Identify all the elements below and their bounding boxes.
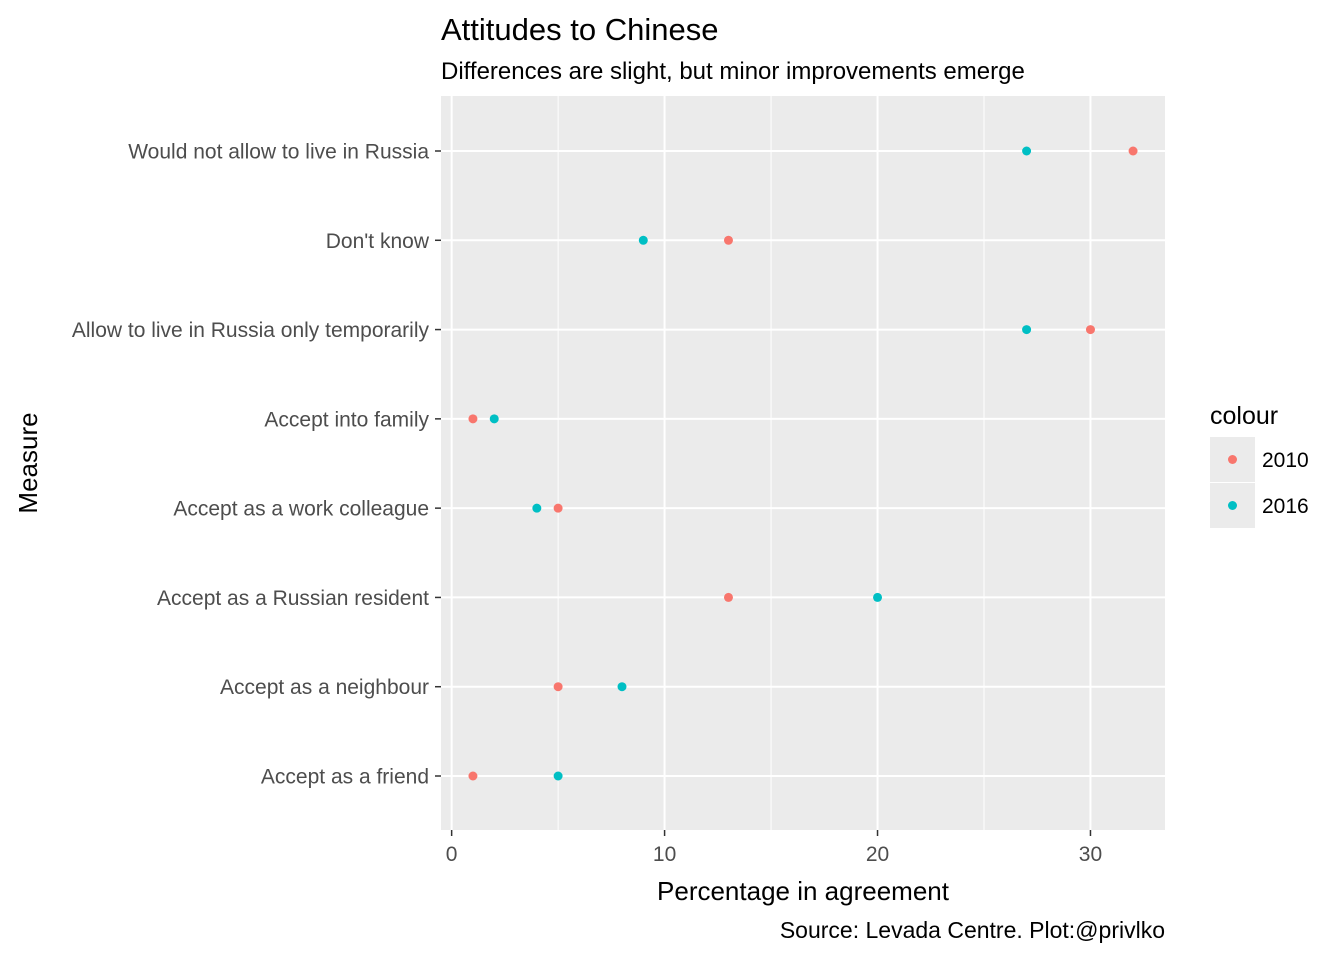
data-points: [468, 146, 1138, 781]
legend: colour 2010 2016: [1210, 402, 1309, 528]
y-tick-label: Accept as a friend: [261, 766, 429, 789]
data-point-2016: [638, 235, 648, 245]
y-axis: Would not allow to live in Russia Don't k…: [72, 141, 441, 789]
y-axis-title: Measure: [13, 412, 43, 513]
data-point-2010: [468, 771, 478, 781]
chart-subtitle: Differences are slight, but minor improv…: [441, 58, 1025, 85]
data-point-2010: [723, 592, 733, 602]
data-point-2016: [1022, 325, 1032, 335]
data-point-2010: [723, 235, 733, 245]
chart-title: Attitudes to Chinese: [441, 12, 718, 47]
y-tick-label: Would not allow to live in Russia: [128, 141, 429, 164]
data-point-2016: [489, 414, 499, 424]
y-tick-label: Accept as a work colleague: [173, 498, 429, 521]
legend-title: colour: [1210, 402, 1278, 430]
legend-label-2010: 2010: [1262, 449, 1309, 472]
data-point-2010: [553, 682, 563, 692]
legend-dot-2016: [1228, 501, 1237, 510]
data-point-2010: [468, 414, 478, 424]
legend-label-2016: 2016: [1262, 495, 1309, 518]
x-tick-label: 20: [866, 843, 889, 866]
data-point-2016: [873, 592, 883, 602]
y-tick-label: Don't know: [326, 230, 430, 253]
data-point-2010: [553, 503, 563, 513]
data-point-2016: [617, 682, 627, 692]
x-axis: 0 10 20 30: [446, 830, 1102, 866]
data-point-2016: [553, 771, 563, 781]
x-tick-label: 10: [653, 843, 676, 866]
x-axis-title: Percentage in agreement: [657, 876, 950, 906]
y-tick-label: Allow to live in Russia only temporarily: [72, 319, 430, 342]
data-point-2016: [1022, 146, 1032, 156]
data-point-2010: [1085, 325, 1095, 335]
data-point-2010: [1128, 146, 1138, 156]
y-tick-label: Accept as a Russian resident: [157, 587, 429, 610]
x-tick-label: 30: [1079, 843, 1102, 866]
y-tick-label: Accept into family: [264, 408, 429, 431]
data-point-2016: [532, 503, 542, 513]
legend-dot-2010: [1228, 455, 1237, 464]
y-tick-label: Accept as a neighbour: [220, 676, 429, 699]
chart-caption: Source: Levada Centre. Plot:@privlko: [780, 917, 1165, 943]
plot-panel: [441, 96, 1165, 830]
x-tick-label: 0: [446, 843, 458, 866]
